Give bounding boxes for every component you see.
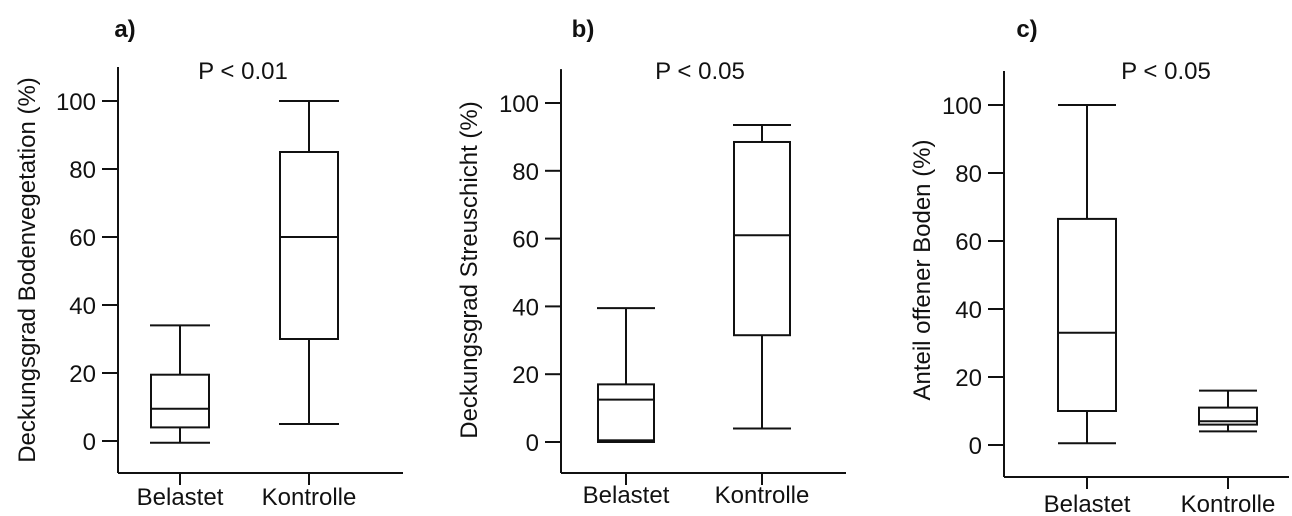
y-tick-label: 80	[69, 157, 96, 184]
box-iqr	[279, 151, 339, 340]
box-iqr	[597, 383, 655, 442]
x-category-label: Kontrolle	[262, 484, 357, 511]
y-tick-label: 60	[69, 225, 96, 252]
panel-label: a)	[114, 16, 135, 43]
y-axis-label: Deckungsgrad Bodenvegetation (%)	[14, 77, 41, 463]
y-axis-label: Deckungsgrad Streuschicht (%)	[456, 101, 483, 438]
y-axis-label: Anteil offener Boden (%)	[909, 139, 936, 400]
p-value-annotation: P < 0.05	[655, 58, 745, 85]
y-tick-label: 60	[512, 227, 539, 254]
y-tick-label: 20	[955, 365, 982, 392]
panel-label: c)	[1016, 16, 1037, 43]
y-tick-label: 20	[512, 362, 539, 389]
box-iqr	[1057, 217, 1117, 412]
y-tick-label: 40	[512, 294, 539, 321]
x-category-label: Belastet	[1044, 491, 1131, 516]
box-iqr	[733, 140, 791, 337]
p-value-annotation: P < 0.01	[198, 58, 288, 85]
panel-label: b)	[572, 16, 595, 43]
y-tick-label: 0	[83, 429, 96, 456]
y-tick-label: 100	[499, 91, 539, 118]
y-tick-label: 40	[69, 293, 96, 320]
y-tick-label: 100	[942, 93, 982, 120]
p-value-annotation: P < 0.05	[1121, 58, 1211, 85]
box-iqr	[150, 373, 210, 429]
x-category-label: Belastet	[583, 482, 670, 509]
x-category-label: Kontrolle	[1181, 491, 1276, 516]
y-tick-label: 20	[69, 361, 96, 388]
y-tick-label: 80	[512, 159, 539, 186]
y-tick-label: 100	[56, 89, 96, 116]
y-tick-label: 80	[955, 161, 982, 188]
y-tick-label: 60	[955, 229, 982, 256]
x-category-label: Belastet	[137, 484, 224, 511]
x-category-label: Kontrolle	[715, 482, 810, 509]
y-tick-label: 40	[955, 297, 982, 324]
y-tick-label: 0	[526, 430, 539, 457]
y-tick-label: 0	[969, 433, 982, 460]
